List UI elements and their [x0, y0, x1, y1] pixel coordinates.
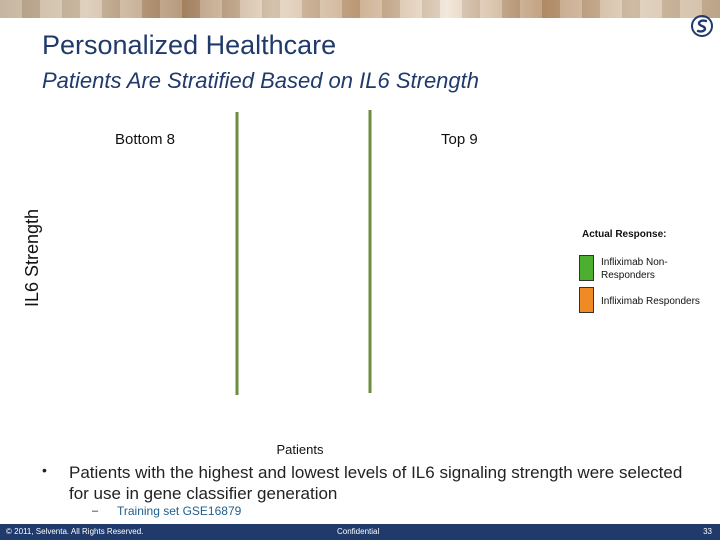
- footer-confidential: Confidential: [337, 527, 380, 536]
- sub-bullet-text: Training set GSE16879: [117, 504, 242, 518]
- legend-label-responders: Infliximab Responders: [601, 296, 700, 307]
- slide-title: Personalized Healthcare: [42, 30, 337, 60]
- footer-copyright: © 2011, Selventa. All Rights Reserved.: [6, 527, 144, 536]
- bullet-text: Patients with the highest and lowest lev…: [69, 463, 683, 503]
- footer-bar: © 2011, Selventa. All Rights Reserved. C…: [0, 524, 720, 540]
- y-axis-title: IL6 Strength: [22, 208, 42, 308]
- x-axis-title: Patients: [276, 442, 324, 457]
- header-photo-texture: [0, 0, 720, 18]
- group-label-top-9: Top 9: [441, 131, 478, 148]
- sub-bullet-marker: –: [92, 505, 99, 517]
- legend-label-non-responders: Infliximab Non-Responders: [601, 257, 668, 281]
- legend-swatch-responders: [579, 287, 594, 313]
- bullet-marker: •: [42, 462, 47, 478]
- footer-page-number: 33: [703, 527, 712, 536]
- slide-subtitle: Patients Are Stratified Based on IL6 Str…: [42, 68, 480, 93]
- header-photo-band: [0, 0, 720, 18]
- selventa-logo-icon: [690, 14, 714, 38]
- legend-swatch-non-responders: [579, 255, 594, 281]
- legend-title: Actual Response:: [582, 229, 667, 240]
- group-label-bottom-8: Bottom 8: [115, 131, 176, 148]
